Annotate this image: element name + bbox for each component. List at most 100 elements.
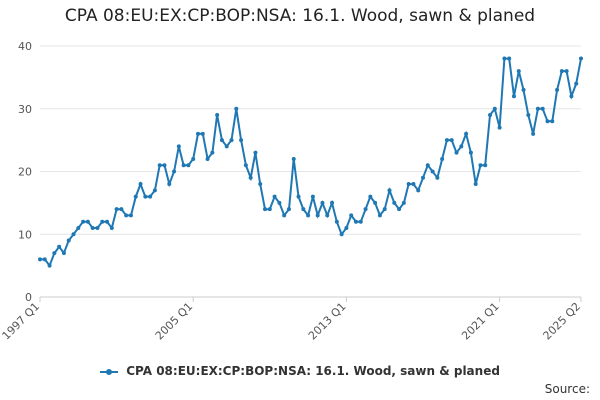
data-point: [353, 219, 358, 224]
data-point: [181, 163, 186, 168]
data-point: [349, 213, 354, 218]
data-point: [200, 131, 205, 136]
x-tick-label-3: 2021 Q1: [459, 300, 502, 343]
data-point: [406, 182, 411, 187]
data-point: [109, 225, 114, 230]
data-point: [191, 156, 196, 161]
data-point: [521, 87, 526, 92]
data-point: [320, 200, 325, 205]
data-point: [315, 213, 320, 218]
data-point: [545, 119, 550, 124]
data-point: [66, 238, 71, 243]
legend-label: CPA 08:EU:EX:CP:BOP:NSA: 16.1. Wood, saw…: [126, 364, 500, 378]
data-point: [358, 219, 363, 224]
data-point: [234, 106, 239, 111]
data-point: [301, 207, 306, 212]
data-point: [488, 113, 493, 118]
data-point: [81, 219, 86, 224]
data-point: [397, 207, 402, 212]
data-point: [42, 257, 47, 262]
data-point: [105, 219, 110, 224]
data-point: [224, 144, 229, 149]
data-point: [219, 138, 224, 143]
x-tick-label-4: 2025 Q2: [541, 300, 584, 343]
data-point: [574, 81, 579, 86]
data-point: [339, 232, 344, 237]
data-point: [143, 194, 148, 199]
source-label: Source:: [544, 382, 590, 396]
data-point: [90, 225, 95, 230]
data-point: [76, 225, 81, 230]
data-point: [454, 150, 459, 155]
data-point: [559, 69, 564, 74]
data-point: [497, 125, 502, 130]
x-tick-label-1: 2005 Q1: [153, 300, 196, 343]
chart-title: CPA 08:EU:EX:CP:BOP:NSA: 16.1. Wood, saw…: [64, 6, 536, 26]
data-point: [215, 113, 220, 118]
data-point: [152, 188, 157, 193]
data-point: [52, 251, 57, 256]
data-point: [291, 156, 296, 161]
data-point: [57, 244, 62, 249]
data-point: [344, 225, 349, 230]
data-point: [282, 213, 287, 218]
data-point: [47, 263, 52, 268]
data-point: [95, 225, 100, 230]
gridlines: [40, 45, 581, 298]
data-point: [440, 156, 445, 161]
data-point: [468, 150, 473, 155]
data-point: [138, 182, 143, 187]
data-point: [243, 163, 248, 168]
data-point: [363, 207, 368, 212]
data-point: [387, 188, 392, 193]
data-point: [507, 56, 512, 61]
data-point: [248, 175, 253, 180]
data-point: [148, 194, 153, 199]
data-point: [411, 182, 416, 187]
data-point: [564, 69, 569, 74]
data-point: [516, 69, 521, 74]
data-point: [157, 163, 162, 168]
y-tick-label-1: 10: [18, 228, 32, 241]
data-point: [511, 94, 516, 99]
data-point: [296, 194, 301, 199]
data-point: [425, 163, 430, 168]
data-point: [368, 194, 373, 199]
x-tick-label-0: 1997 Q1: [0, 300, 42, 343]
data-point: [401, 200, 406, 205]
data-point: [263, 207, 268, 212]
x-tick-label-2: 2013 Q1: [306, 300, 349, 343]
x-axis: 1997 Q1 2005 Q1 2013 Q1 2021 Q1 2025 Q2: [0, 297, 583, 342]
data-point: [38, 257, 42, 262]
data-point: [229, 138, 234, 143]
data-point: [392, 200, 397, 205]
data-point: [569, 94, 574, 99]
y-axis: 0 10 20 30 40: [18, 40, 32, 304]
data-point: [502, 56, 507, 61]
data-point: [258, 182, 263, 187]
data-point: [239, 138, 244, 143]
legend[interactable]: CPA 08:EU:EX:CP:BOP:NSA: 16.1. Wood, saw…: [0, 364, 600, 378]
data-point: [119, 207, 124, 212]
data-point: [555, 87, 560, 92]
data-point: [464, 131, 469, 136]
data-point: [531, 131, 536, 136]
data-point: [272, 194, 277, 199]
data-point: [449, 138, 454, 143]
data-point: [210, 150, 215, 155]
data-point: [377, 213, 382, 218]
data-point: [382, 207, 387, 212]
data-point: [186, 163, 191, 168]
data-point: [473, 182, 478, 187]
data-point: [526, 113, 531, 118]
data-point: [306, 213, 311, 218]
data-point: [579, 56, 583, 61]
data-point: [540, 106, 545, 111]
y-tick-label-3: 30: [18, 103, 32, 116]
data-point: [176, 144, 181, 149]
data-point: [172, 169, 177, 174]
data-point: [535, 106, 540, 111]
series: [38, 56, 583, 268]
data-point: [100, 219, 105, 224]
